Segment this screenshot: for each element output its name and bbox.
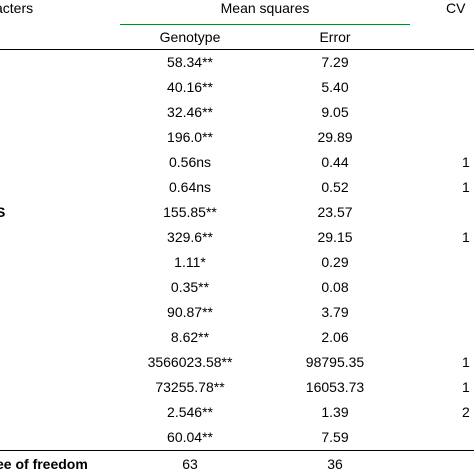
mean-squares-header: Mean squares	[220, 0, 310, 16]
error-cell: 7.29	[321, 54, 349, 70]
table-row: 0.35** 0.08	[0, 275, 474, 300]
cv-cell: 1	[462, 354, 470, 370]
table-row: 1.11* 0.29	[0, 250, 474, 275]
table-row: 196.0** 29.89	[0, 125, 474, 150]
genotype-cell: 8.62**	[170, 329, 210, 345]
error-cell: 0.08	[321, 279, 349, 295]
genotype-cell: 60.04**	[167, 429, 213, 445]
table-row: 32.46** 9.05	[0, 100, 474, 125]
table-row: 58.34** 7.29	[0, 50, 474, 75]
table-row: l2.546**1.392	[0, 400, 474, 425]
error-cell: 7.59	[321, 429, 349, 445]
genotype-cell: 0.35**	[170, 279, 210, 295]
cv-cell: 1	[462, 379, 470, 395]
table-row: 40.16** 5.40	[0, 75, 474, 100]
genotype-cell: 0.64ns	[168, 179, 212, 195]
table-row: 8.62** 2.06	[0, 325, 474, 350]
table-body: 58.34** 7.29 40.16** 5.40 32.46** 9.05 196.0**…	[0, 50, 474, 476]
degrees-of-freedom-row: ee of freedom 63 36	[0, 451, 474, 476]
genotype-cell: 2.546**	[167, 404, 213, 420]
characters-header: acters	[0, 0, 34, 16]
genotype-cell: 329.6**	[167, 229, 213, 245]
df-error-cell: 36	[327, 456, 343, 472]
genotype-header: Genotype	[159, 29, 221, 45]
genotype-cell: 155.85**	[163, 204, 217, 220]
error-cell: 3.79	[321, 304, 349, 320]
genotype-cell: 73255.78**	[155, 379, 225, 395]
error-cell: 5.40	[321, 79, 349, 95]
footer-rule	[0, 450, 474, 451]
genotype-cell: 0.56ns	[168, 154, 212, 170]
table-row: '73255.78**16053.731	[0, 375, 474, 400]
error-cell: 0.44	[321, 154, 349, 170]
header-bottom-rule	[0, 49, 474, 50]
table-row: '3566023.58**98795.351	[0, 350, 474, 375]
error-cell: 9.05	[321, 104, 349, 120]
cv-cell: 1	[462, 229, 470, 245]
character-cell: S	[0, 204, 6, 220]
cv-cell: 1	[462, 154, 470, 170]
degrees-of-freedom-label: ee of freedom	[0, 456, 88, 472]
genotype-cell: 58.34**	[167, 54, 213, 70]
df-genotype-cell: 63	[182, 456, 198, 472]
error-cell: 16053.73	[305, 379, 365, 395]
error-header: Error	[319, 29, 351, 45]
cv-cell: 1	[462, 179, 470, 195]
genotype-cell: 32.46**	[167, 104, 213, 120]
genotype-cell: 90.87**	[167, 304, 213, 320]
mean-squares-rule	[120, 24, 410, 25]
error-cell: 98795.35	[305, 354, 365, 370]
genotype-cell: 196.0**	[167, 129, 213, 145]
table-row: S 155.85** 23.57	[0, 200, 474, 225]
cv-header: CV	[446, 0, 466, 16]
error-cell: 0.29	[321, 254, 349, 270]
table-row: 60.04** 7.59	[0, 425, 474, 450]
error-cell: 1.39	[321, 404, 349, 420]
error-cell: 0.52	[321, 179, 349, 195]
table-row: 329.6** 29.15 1	[0, 225, 474, 250]
genotype-cell: 1.11*	[174, 254, 206, 270]
genotype-cell: 40.16**	[167, 79, 213, 95]
error-cell: 29.15	[317, 229, 353, 245]
error-cell: 23.57	[317, 204, 353, 220]
genotype-cell: 3566023.58**	[147, 354, 233, 370]
table-row: 90.87** 3.79	[0, 300, 474, 325]
error-cell: 2.06	[321, 329, 349, 345]
cv-cell: 2	[462, 404, 470, 420]
error-cell: 29.89	[317, 129, 353, 145]
